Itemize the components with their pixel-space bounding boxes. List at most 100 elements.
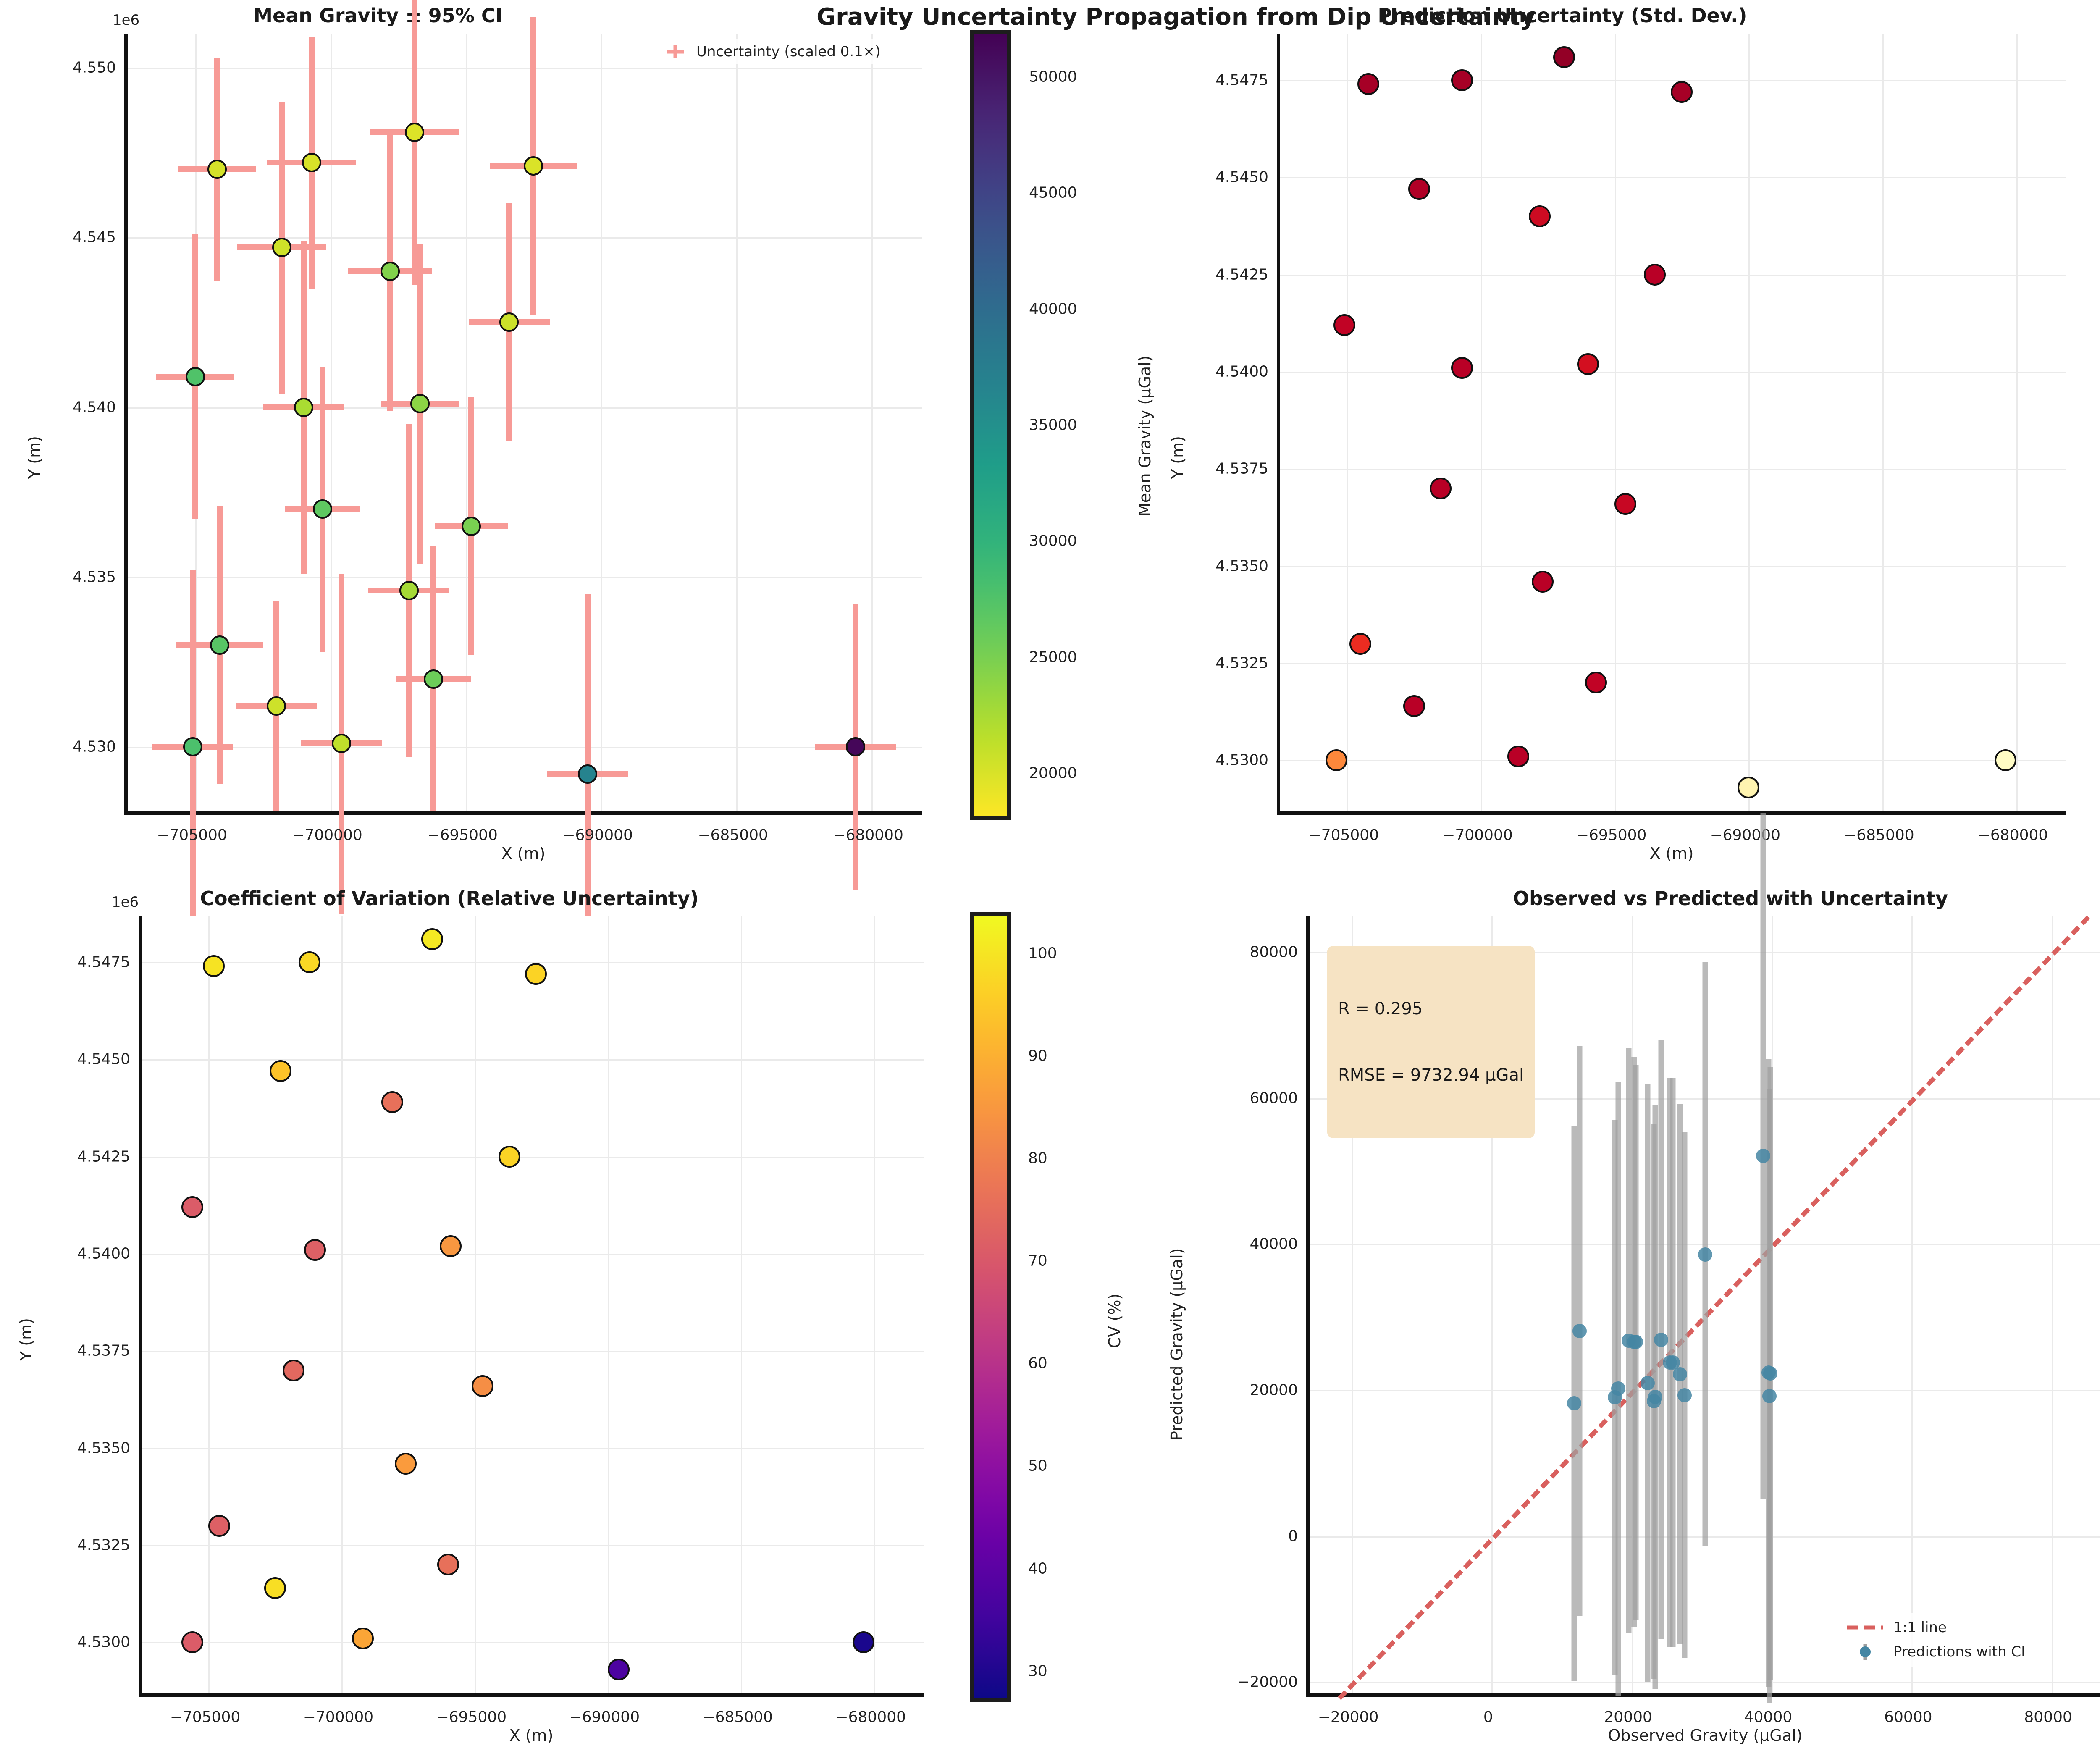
prediction-point[interactable]: [1628, 1335, 1643, 1349]
data-point[interactable]: [1408, 178, 1431, 200]
data-point[interactable]: [203, 955, 225, 977]
grid-line-vertical: [601, 34, 603, 811]
prediction-point[interactable]: [1698, 1247, 1712, 1262]
data-point[interactable]: [1614, 493, 1637, 515]
x-tick-label: −690000: [562, 827, 633, 844]
grid-line-horizontal: [128, 577, 922, 578]
data-point[interactable]: [352, 1628, 374, 1650]
data-point[interactable]: [181, 1631, 204, 1654]
data-point[interactable]: [1403, 695, 1425, 717]
data-point[interactable]: [1349, 633, 1372, 655]
error-bar-y: [411, 0, 417, 285]
data-point[interactable]: [498, 1145, 520, 1168]
data-point[interactable]: [852, 1631, 874, 1654]
grid-line-vertical: [1347, 34, 1349, 811]
data-point[interactable]: [1430, 477, 1452, 499]
data-point[interactable]: [264, 1577, 286, 1599]
data-point[interactable]: [410, 394, 430, 414]
prediction-point[interactable]: [1567, 1396, 1581, 1411]
data-point[interactable]: [302, 153, 321, 173]
data-point[interactable]: [381, 1091, 403, 1113]
data-point[interactable]: [1451, 357, 1473, 379]
data-point[interactable]: [331, 734, 351, 753]
prediction-point[interactable]: [1672, 1367, 1687, 1381]
data-point[interactable]: [499, 312, 519, 332]
data-point[interactable]: [272, 238, 292, 257]
x-tick-label: −680000: [835, 1709, 906, 1726]
y-tick-label: 60000: [1250, 1089, 1298, 1107]
data-point[interactable]: [210, 635, 229, 655]
dashed-line-icon: [1847, 1625, 1883, 1630]
data-point[interactable]: [437, 1554, 459, 1576]
data-point[interactable]: [181, 1196, 204, 1218]
prediction-point[interactable]: [1763, 1366, 1777, 1381]
prediction-point[interactable]: [1611, 1381, 1625, 1396]
grid-line-vertical: [608, 916, 609, 1693]
prediction-point[interactable]: [1641, 1376, 1655, 1390]
data-point[interactable]: [299, 951, 321, 974]
prediction-point[interactable]: [1756, 1148, 1770, 1163]
prediction-point[interactable]: [1654, 1332, 1668, 1347]
data-point[interactable]: [394, 1452, 417, 1475]
data-point[interactable]: [1995, 749, 2017, 772]
panel3-title: Coefficient of Variation (Relative Uncer…: [200, 887, 699, 910]
prediction-point[interactable]: [1762, 1389, 1777, 1403]
data-point[interactable]: [1577, 353, 1599, 375]
data-point[interactable]: [404, 122, 424, 142]
y-tick-label: 4.5450: [77, 1050, 130, 1068]
data-point[interactable]: [1357, 73, 1380, 95]
panel3-plot-area: [139, 916, 924, 1697]
data-point[interactable]: [1531, 570, 1554, 593]
colorbar-tick-label: 30000: [1029, 532, 1077, 550]
grid-line-horizontal: [142, 1156, 924, 1158]
data-point[interactable]: [525, 963, 547, 985]
data-point[interactable]: [472, 1375, 494, 1397]
data-point[interactable]: [1553, 46, 1575, 68]
data-point[interactable]: [399, 581, 419, 601]
data-point[interactable]: [294, 397, 313, 417]
y-tick-label: 4.5350: [77, 1439, 130, 1457]
x-tick-label: 20000: [1604, 1709, 1652, 1726]
data-point[interactable]: [208, 1515, 230, 1537]
prediction-point[interactable]: [1677, 1388, 1692, 1403]
data-point[interactable]: [461, 516, 481, 536]
data-point[interactable]: [1585, 672, 1607, 694]
data-point[interactable]: [423, 669, 443, 689]
prediction-point[interactable]: [1648, 1389, 1663, 1404]
data-point[interactable]: [845, 737, 865, 757]
data-point[interactable]: [186, 367, 205, 386]
data-point[interactable]: [267, 696, 286, 716]
grid-line-horizontal: [142, 1059, 924, 1061]
data-point[interactable]: [1325, 749, 1347, 772]
data-point[interactable]: [380, 262, 400, 281]
data-point[interactable]: [524, 156, 543, 176]
grid-line-vertical: [208, 916, 210, 1693]
data-point[interactable]: [312, 499, 332, 519]
data-point[interactable]: [283, 1359, 305, 1381]
data-point[interactable]: [1644, 263, 1666, 286]
data-point[interactable]: [607, 1659, 630, 1681]
data-point[interactable]: [183, 737, 202, 757]
data-point[interactable]: [207, 160, 227, 179]
panel4-plot-area: [1306, 812, 2100, 1703]
data-point[interactable]: [1529, 205, 1551, 227]
data-point[interactable]: [421, 928, 443, 950]
grid-line-horizontal: [142, 1448, 924, 1449]
data-point[interactable]: [1333, 314, 1355, 336]
data-point[interactable]: [1738, 777, 1760, 799]
data-point[interactable]: [578, 764, 597, 784]
colorbar-tick-label: 20000: [1029, 764, 1077, 782]
x-tick-label: −695000: [1576, 827, 1647, 844]
prediction-point[interactable]: [1572, 1324, 1587, 1339]
data-point[interactable]: [269, 1060, 291, 1082]
data-point[interactable]: [1451, 69, 1473, 92]
panel3-x-label: X (m): [509, 1726, 554, 1745]
data-point[interactable]: [440, 1235, 462, 1257]
grid-line-horizontal: [1280, 177, 2066, 179]
data-point[interactable]: [1507, 746, 1530, 768]
x-tick-label: −685000: [1844, 827, 1914, 844]
data-point[interactable]: [1670, 81, 1693, 103]
data-point[interactable]: [304, 1239, 326, 1261]
panel1-x-label: X (m): [501, 844, 546, 863]
colorbar-tick-label: 45000: [1029, 184, 1077, 202]
